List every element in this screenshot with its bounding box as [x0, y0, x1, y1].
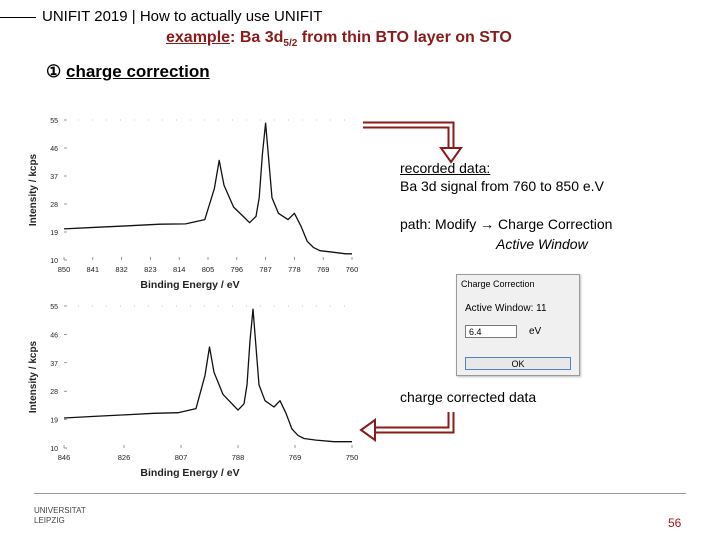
- subtitle-text-end: from thin BTO layer on STO: [297, 29, 512, 46]
- x-tick-label: 787: [259, 265, 272, 274]
- header-rule: [0, 17, 36, 18]
- y-tick-label: 37: [50, 361, 58, 368]
- ok-button[interactable]: OK: [465, 357, 571, 370]
- x-tick-label: 807: [175, 453, 188, 462]
- subtitle-subscript: 5/2: [283, 38, 298, 50]
- arrow-to-chart-icon: [359, 412, 455, 442]
- logo-line2: LEIPZIG: [34, 516, 65, 525]
- unit-label: eV: [529, 326, 542, 337]
- recorded-spectrum-chart: 10 19 28 37 46 55 850 841 832 823 814 805 796 787 778 7…: [28, 118, 359, 291]
- x-tick-label: 850: [58, 265, 71, 274]
- spectrum-line: [63, 122, 352, 255]
- step-label: charge correction: [65, 62, 210, 81]
- corrected-spectrum-chart: 10 19 28 37 46 55 846 826 807 788 769 750 Binding En…: [28, 304, 359, 478]
- x-tick-label: 832: [115, 265, 128, 274]
- path-note: path: Modify → Charge Correction: [400, 216, 613, 232]
- corrected-note: charge corrected data: [400, 389, 537, 405]
- recorded-note-title: recorded data:: [400, 160, 491, 176]
- y-tick-label: 19: [50, 230, 58, 237]
- x-tick-label: 805: [202, 265, 215, 274]
- x-tick-label: 823: [144, 265, 157, 274]
- logo-line1: UNIVERSITAT: [34, 506, 86, 515]
- x-tick-label: 796: [231, 265, 244, 274]
- x-axis-label: Binding Energy / eV: [140, 467, 239, 478]
- x-tick-label: 846: [58, 453, 71, 462]
- y-axis-label: Intensity / kcps: [28, 153, 39, 226]
- subtitle-lead: example: [166, 29, 231, 46]
- x-tick-label: 778: [288, 265, 301, 274]
- y-tick-label: 10: [50, 446, 58, 453]
- y-tick-label: 28: [50, 202, 58, 209]
- header-separator: |: [127, 8, 140, 25]
- subtitle-text: : Ba 3d: [230, 29, 284, 46]
- y-tick-label: 28: [50, 389, 58, 396]
- header-title-bold: UNIFIT 2019: [42, 8, 128, 25]
- y-tick-label: 46: [50, 332, 58, 339]
- y-tick-label: 19: [50, 418, 58, 425]
- y-tick-label: 55: [50, 118, 58, 125]
- x-axis-label: Binding Energy / eV: [140, 279, 239, 291]
- example-subtitle: example: Ba 3d5/2 from thin BTO layer on…: [166, 29, 512, 49]
- recorded-note-detail: Ba 3d signal from 760 to 850 e.V: [400, 178, 604, 194]
- x-tick-label: 769: [317, 265, 330, 274]
- x-tick-label: 760: [346, 265, 359, 274]
- x-tick-label: 769: [289, 453, 302, 462]
- page-number: 56: [668, 516, 682, 530]
- x-tick-label: 750: [346, 453, 359, 462]
- y-tick-label: 46: [50, 146, 58, 153]
- active-window-label: Active Window: 11: [465, 303, 547, 314]
- header-title-rest: How to actually use UNIFIT: [139, 8, 323, 25]
- slide-header: UNIFIT 2019 | How to actually use UNIFIT: [42, 8, 322, 25]
- spectrum-line: [63, 308, 352, 443]
- x-tick-label: 788: [232, 453, 245, 462]
- footer-rule: [34, 493, 686, 494]
- path-note-cont: Active Window: [496, 236, 588, 252]
- step-heading: ① charge correction: [46, 62, 210, 82]
- x-tick-label: 826: [118, 453, 131, 462]
- shift-value-input[interactable]: 6.4: [465, 325, 517, 338]
- y-tick-label: 10: [50, 258, 58, 265]
- arrow-to-notes-icon: [363, 121, 463, 164]
- dialog-title: Charge Correction: [461, 279, 535, 289]
- x-tick-label: 814: [173, 265, 186, 274]
- y-tick-label: 37: [50, 174, 58, 181]
- x-tick-label: 841: [87, 265, 100, 274]
- y-axis-label: Intensity / kcps: [28, 340, 39, 413]
- university-logo: UNIVERSITAT LEIPZIG: [34, 506, 86, 526]
- charge-correction-dialog: Charge Correction Active Window: 11 6.4 …: [456, 274, 580, 376]
- step-number: ①: [46, 62, 62, 81]
- y-tick-label: 55: [50, 304, 58, 311]
